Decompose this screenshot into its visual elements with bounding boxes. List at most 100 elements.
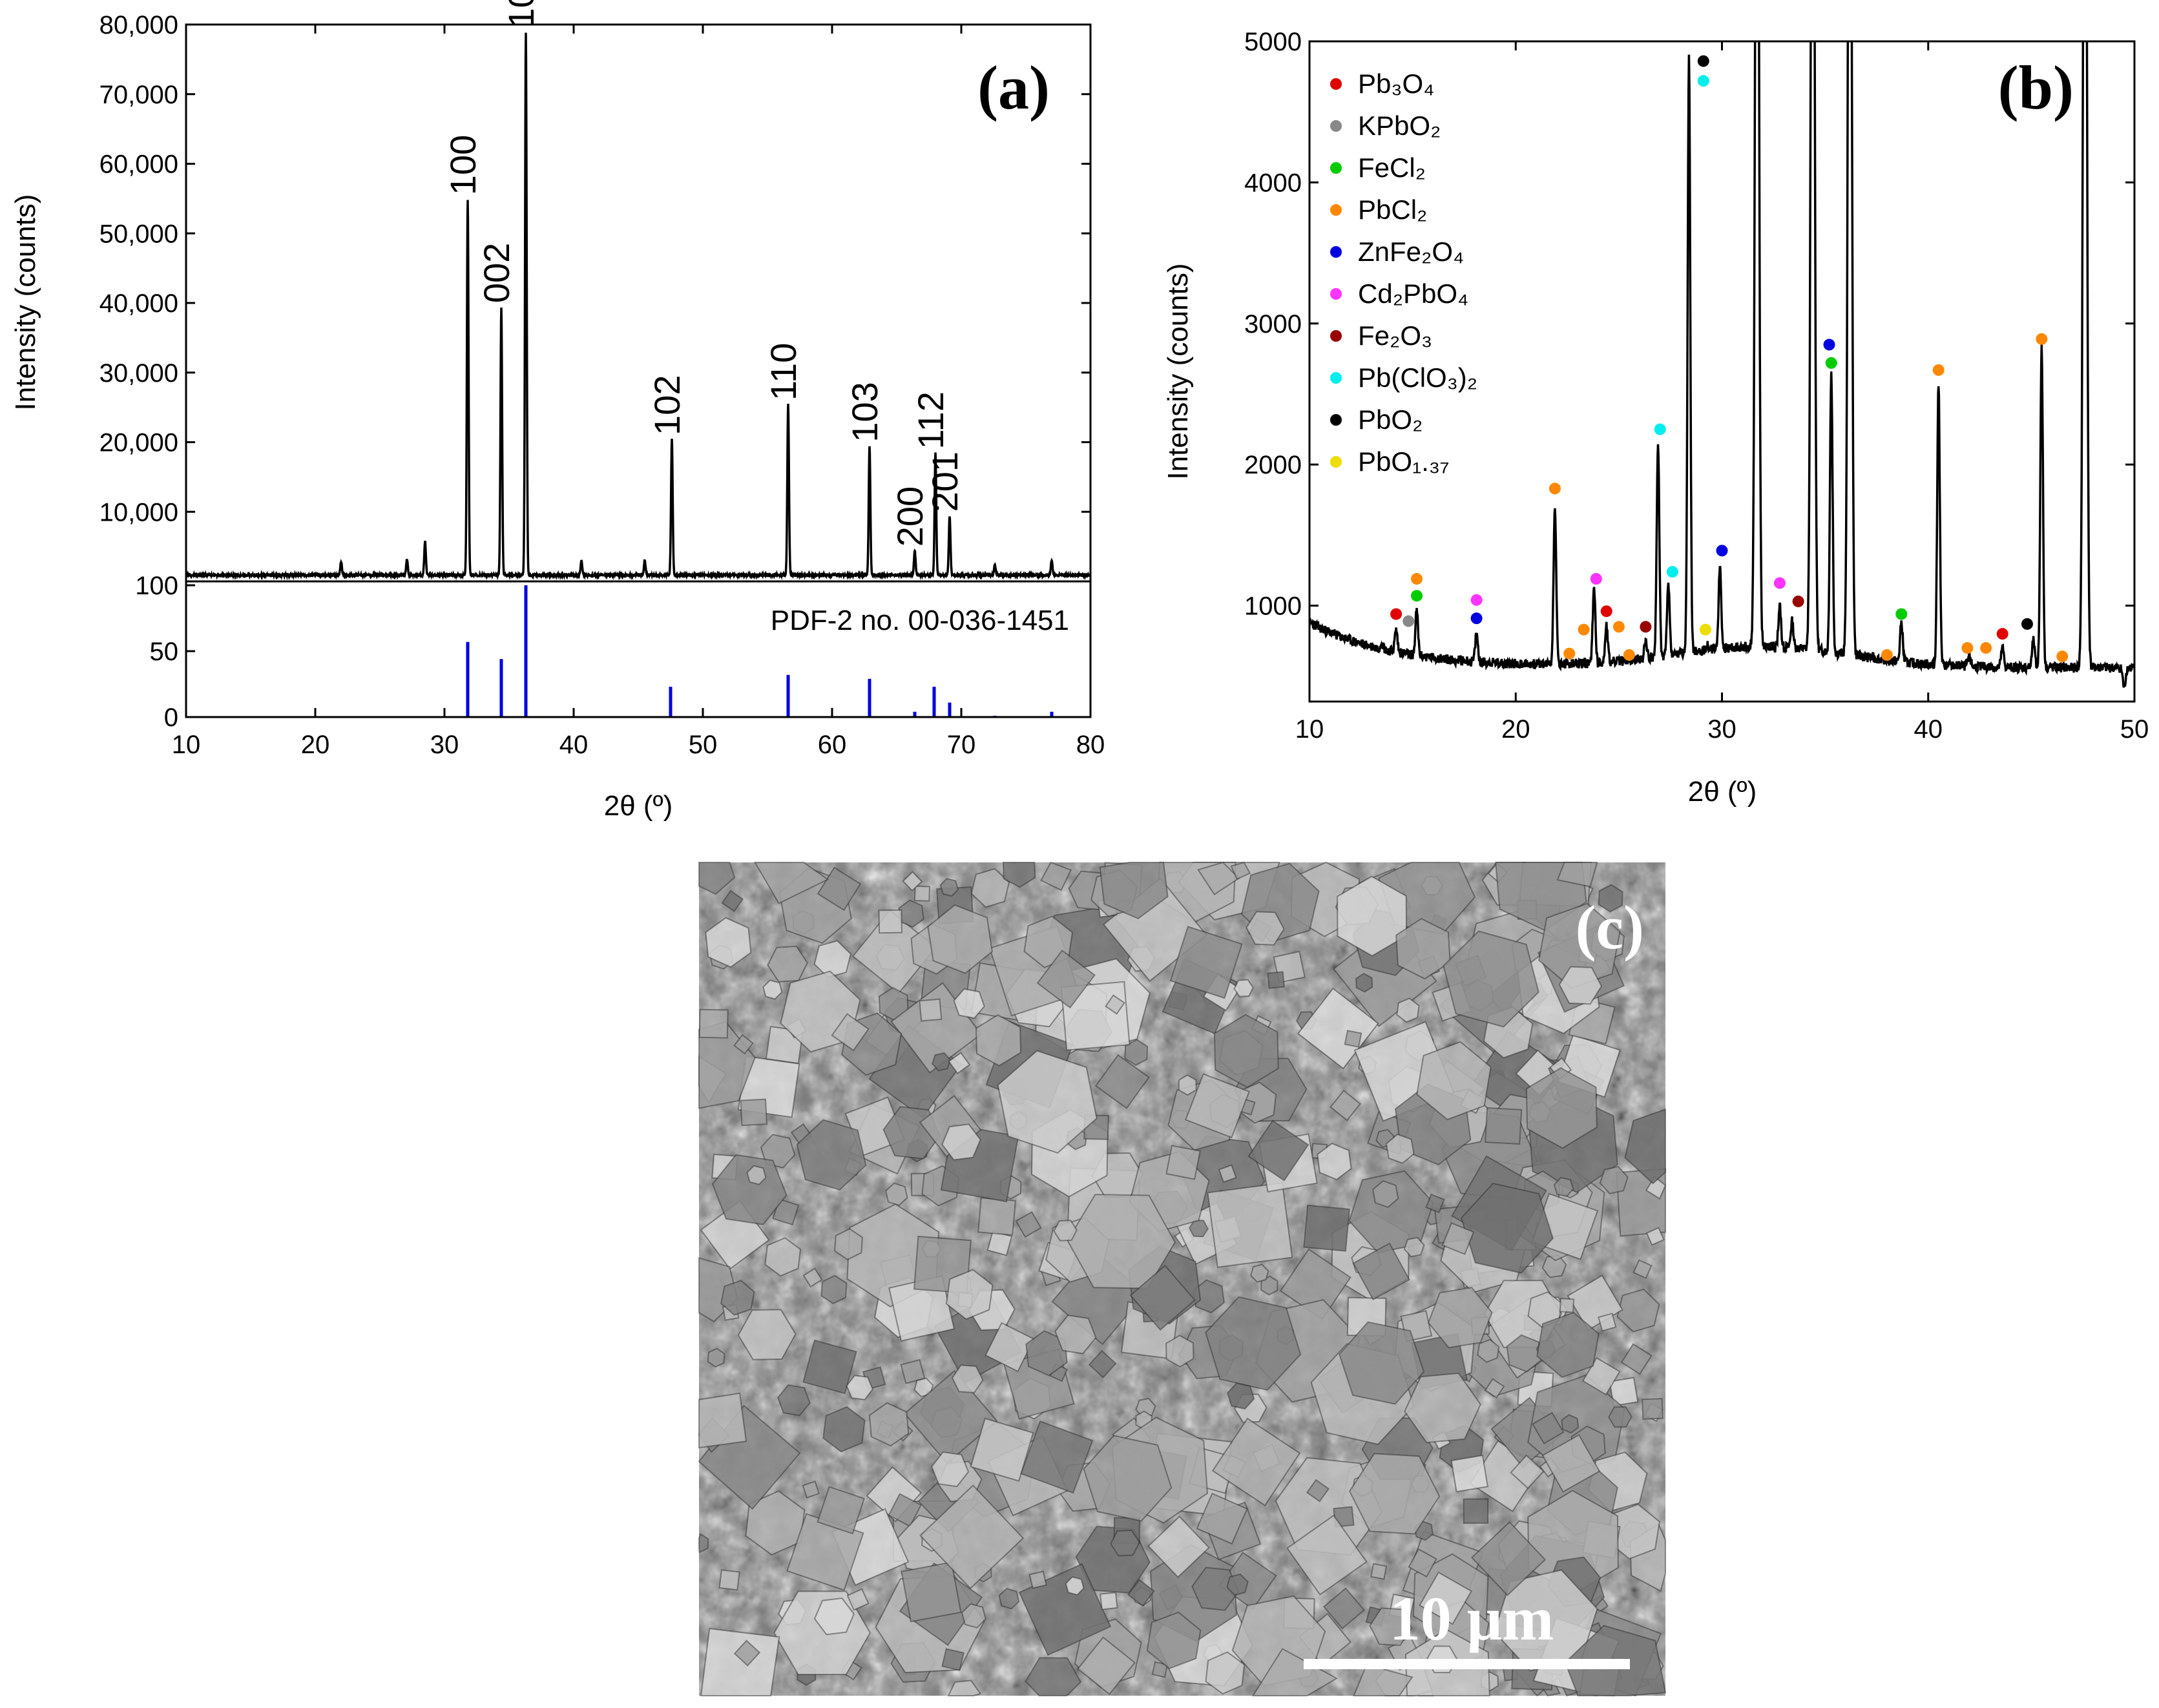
panel-b-x-tick-label: 40 — [1914, 715, 1943, 744]
phase-marker — [1823, 338, 1835, 351]
phase-marker — [1825, 357, 1837, 369]
panel-a-peak-label: 103 — [844, 382, 885, 442]
panel-b-x-tick-label: 10 — [1295, 715, 1324, 744]
panel-b-y-tick-label: 2000 — [1244, 451, 1302, 479]
panel-a-peak-label: 201 — [924, 452, 965, 512]
legend-swatch — [1330, 414, 1342, 426]
panel-b-label: (b) — [1998, 53, 2074, 122]
scale-bar-label: 10 μm — [1390, 1584, 1554, 1653]
phase-marker — [1600, 605, 1612, 618]
phase-marker — [1881, 649, 1893, 661]
phase-marker — [1390, 608, 1403, 620]
phase-marker — [1699, 623, 1711, 636]
phase-marker — [1470, 594, 1483, 606]
phase-marker — [1411, 573, 1423, 585]
panel-b-y-tick-label: 4000 — [1244, 169, 1302, 197]
panel-a-y-tick-label: 20,000 — [99, 429, 178, 457]
panel-a-ylabel: Intensity (counts) — [10, 194, 41, 410]
panel-b-y-tick-label: 3000 — [1244, 310, 1302, 338]
panel-a-x-tick-label: 70 — [947, 731, 976, 759]
panel-a-xlabel: 2θ (º) — [604, 790, 673, 822]
panel-a-y-tick-label: 10,000 — [99, 498, 178, 526]
panel-b-x-tick-label: 30 — [1707, 715, 1737, 744]
panel-a-y-tick-label: 40,000 — [99, 289, 178, 318]
panel-a-y-tick-label: 30,000 — [99, 359, 178, 388]
phase-marker — [1773, 577, 1786, 589]
panel-a-x-tick-label: 20 — [301, 731, 330, 759]
phase-marker — [1666, 566, 1678, 578]
phase-marker — [2056, 651, 2069, 663]
panel-a-x-tick-label: 30 — [430, 731, 459, 759]
legend-swatch — [1330, 330, 1342, 342]
panel-b-legend: Pb₃O₄ KPbO₂ FeCl₂ PbCl₂ ZnFe₂O₄ Cd₂PbO₄ Fe₂O₃ P… — [1330, 68, 1477, 477]
panel-b-y-tick-label: 1000 — [1244, 592, 1302, 621]
scale-bar — [1304, 1659, 1630, 1669]
panel-a-peak-label: 200 — [890, 486, 930, 547]
panel-a-ref-y-tick-label: 0 — [164, 703, 178, 732]
phase-marker — [1697, 55, 1709, 67]
panel-a-x-tick-label: 50 — [689, 731, 718, 759]
panel-b-pattern-line — [1309, 41, 2134, 688]
panel-a-x-tick-label: 10 — [172, 731, 201, 759]
phase-marker — [1640, 621, 1652, 633]
panel-a-peak-label: 101 — [501, 0, 541, 28]
panel-a-ref-y-tick-label: 100 — [135, 572, 178, 600]
phase-marker — [2021, 618, 2033, 630]
phase-marker — [1716, 545, 1728, 557]
phase-marker — [1612, 621, 1625, 633]
phase-marker — [1403, 615, 1415, 627]
panel-a-label: (a) — [977, 53, 1050, 122]
legend-entry-label: Fe₂O₃ — [1358, 320, 1432, 351]
legend-swatch — [1330, 288, 1342, 300]
phase-marker — [1623, 649, 1635, 661]
legend-entry-label: PbO₁.₃₇ — [1358, 446, 1449, 477]
panel-c-sem-image: (c) 10 μm — [698, 861, 1667, 1697]
panel-a-peak-label: 112 — [910, 391, 951, 449]
panel-a-y-tick-label: 50,000 — [99, 220, 178, 248]
phase-marker — [1980, 642, 1992, 654]
legend-entry-label: PbCl₂ — [1358, 194, 1427, 225]
legend-swatch — [1330, 372, 1342, 384]
panel-a-pattern-line — [186, 32, 1090, 581]
panel-a-reference-title: PDF-2 no. 00-036-1451 — [771, 605, 1069, 636]
phase-marker — [2036, 333, 2048, 345]
panel-b-x-tick-label: 20 — [1501, 715, 1530, 744]
phase-marker — [1654, 423, 1666, 435]
panel-c-label: (c) — [1575, 893, 1644, 962]
panel-a-peak-label: 002 — [476, 243, 517, 303]
legend-entry-label: PbO₂ — [1358, 404, 1423, 435]
legend-entry-label: Pb₃O₄ — [1358, 68, 1434, 99]
phase-marker — [1996, 628, 2008, 640]
panel-b-x-tick-label: 50 — [2120, 715, 2149, 744]
panel-a-y-tick-label: 70,000 — [99, 81, 178, 109]
legend-entry-label: FeCl₂ — [1358, 152, 1426, 183]
panel-a-peak-label: 100 — [443, 135, 483, 195]
panel-b-xlabel: 2θ (º) — [1688, 776, 1757, 807]
phase-marker — [1895, 608, 1908, 620]
phase-marker — [1578, 623, 1590, 636]
panel-b-y-tick-label: 5000 — [1244, 28, 1302, 56]
legend-swatch — [1330, 456, 1342, 468]
phase-marker — [1961, 642, 1974, 654]
legend-entry-label: KPbO₂ — [1358, 110, 1441, 141]
panel-a-reference-frame — [185, 580, 1092, 718]
phase-marker — [1411, 590, 1423, 602]
legend-swatch — [1330, 120, 1342, 132]
phase-marker — [1792, 595, 1804, 607]
legend-entry-label: ZnFe₂O₄ — [1358, 236, 1464, 267]
legend-swatch — [1330, 246, 1342, 258]
panel-a-x-tick-label: 40 — [559, 731, 589, 759]
phase-marker — [1932, 364, 1945, 376]
legend-entry-label: Cd₂PbO₄ — [1358, 278, 1468, 309]
phase-marker — [1563, 647, 1576, 660]
panel-a-x-tick-label: 60 — [818, 731, 847, 759]
panel-b-xrd-chart: 1000 2000 3000 4000 5000 10 20 30 40 50 Pb₃O₄ KPbO… — [1162, 28, 2149, 807]
panel-a-peak-label: 102 — [647, 375, 687, 435]
legend-swatch — [1330, 162, 1342, 174]
phase-marker — [1470, 612, 1483, 625]
panel-b-ylabel: Intensity (counts) — [1162, 263, 1194, 479]
panel-a-ref-y-tick-label: 50 — [150, 638, 179, 666]
panel-a-y-tick-label: 60,000 — [99, 151, 178, 179]
legend-swatch — [1330, 204, 1342, 216]
